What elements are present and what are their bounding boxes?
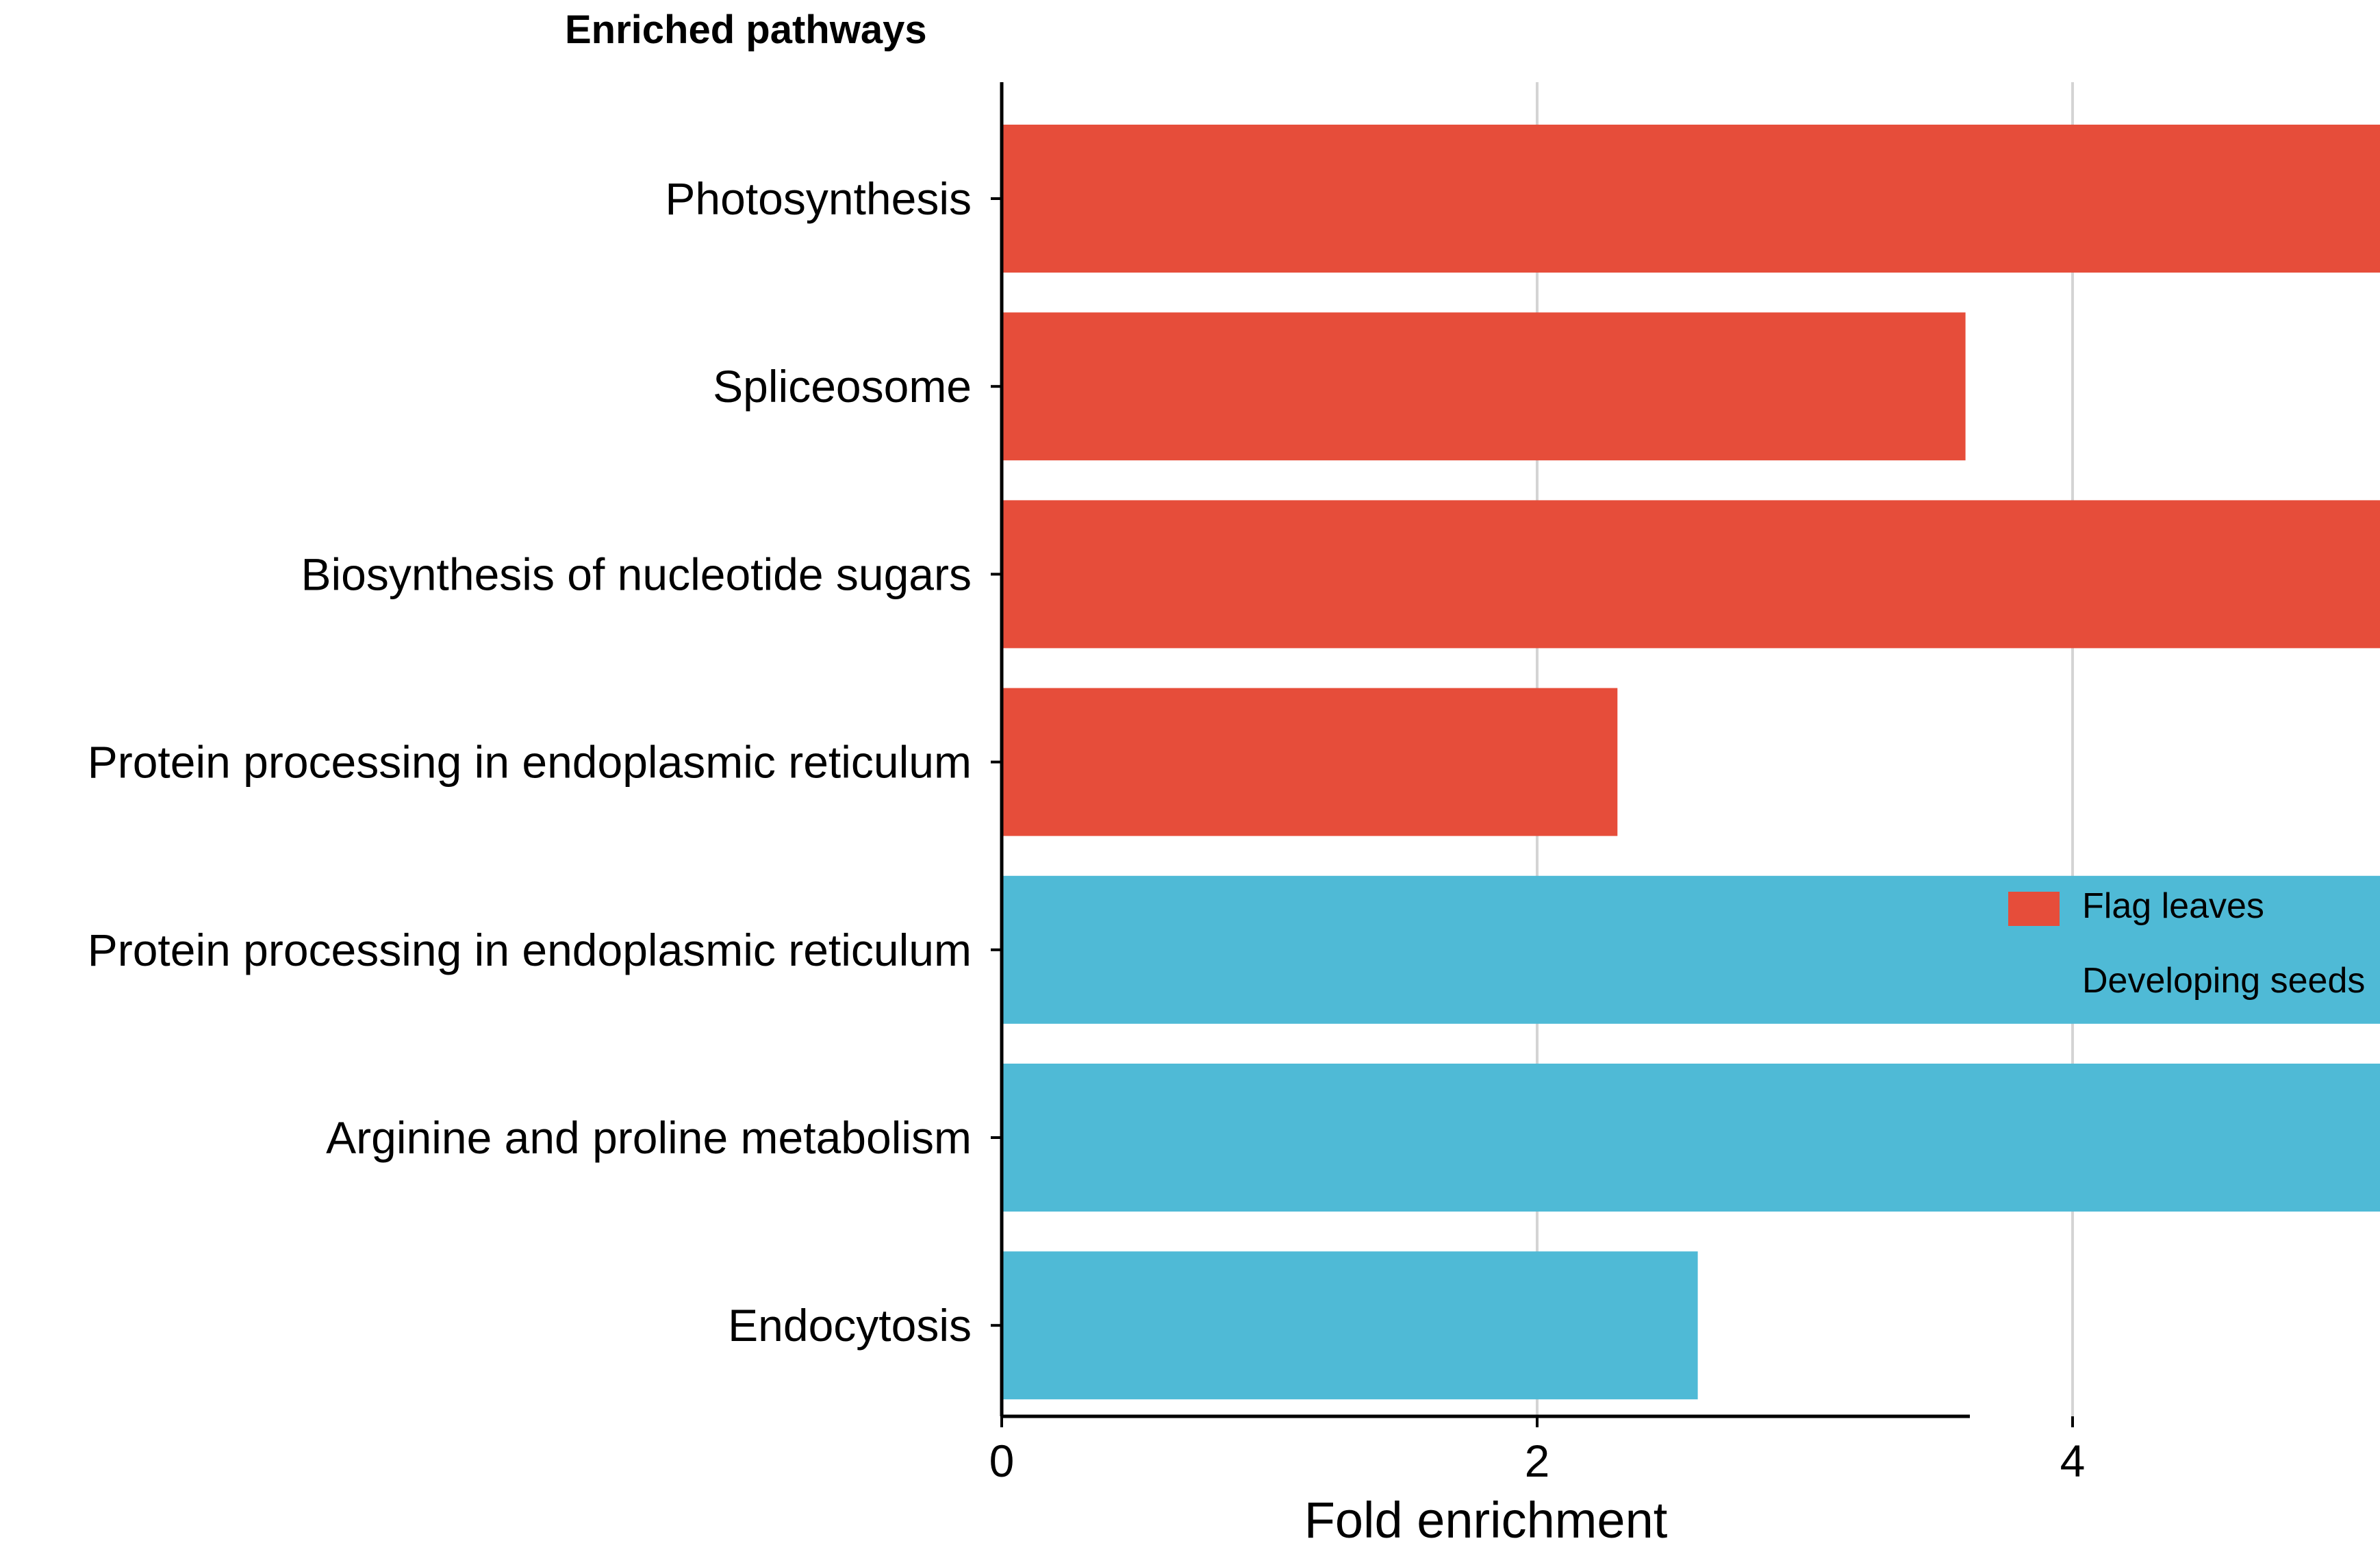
category-label: Photosynthesis xyxy=(665,173,972,224)
legend: Flag leaves Developing seeds xyxy=(2008,886,2365,1001)
category-label: Endocytosis xyxy=(728,1300,972,1351)
legend-swatch-flag-leaves xyxy=(2008,892,2060,926)
category-label: Spliceosome xyxy=(713,361,972,412)
grid-layer xyxy=(1536,82,2074,1416)
bar-flag-leaves-0 xyxy=(1002,125,2380,273)
x-axis-title: Fold enrichment xyxy=(1304,1492,1668,1549)
bar-flag-leaves-2 xyxy=(1002,500,2380,649)
bar-developing-seeds-2 xyxy=(1002,1251,1698,1400)
legend-label-flag-leaves: Flag leaves xyxy=(2082,886,2264,926)
bar-flag-leaves-1 xyxy=(1002,312,1966,461)
category-label: Biosynthesis of nucleotide sugars xyxy=(301,549,972,599)
bar-flag-leaves-3 xyxy=(1002,688,1618,836)
legend-swatch-developing-seeds xyxy=(2008,966,2060,1001)
x-tick-label: 0 xyxy=(989,1436,1015,1486)
bar-developing-seeds-0 xyxy=(1002,875,2380,1024)
axis-layer: Photosynthesis Spliceosome Biosynthesis of… xyxy=(88,82,2086,1486)
x-tick-label: 4 xyxy=(2060,1436,2086,1486)
legend-label-developing-seeds: Developing seeds xyxy=(2082,961,2365,1001)
category-label: Protein processing in endoplasmic reticu… xyxy=(88,737,972,788)
bar-layer xyxy=(1002,125,2380,1400)
x-tick-label: 2 xyxy=(1525,1436,1550,1486)
category-label: Protein processing in endoplasmic reticu… xyxy=(88,925,972,975)
bar-developing-seeds-1 xyxy=(1002,1064,2380,1212)
category-label: Arginine and proline metabolism xyxy=(326,1112,972,1163)
y-axis-title: Enriched pathways xyxy=(565,8,927,52)
